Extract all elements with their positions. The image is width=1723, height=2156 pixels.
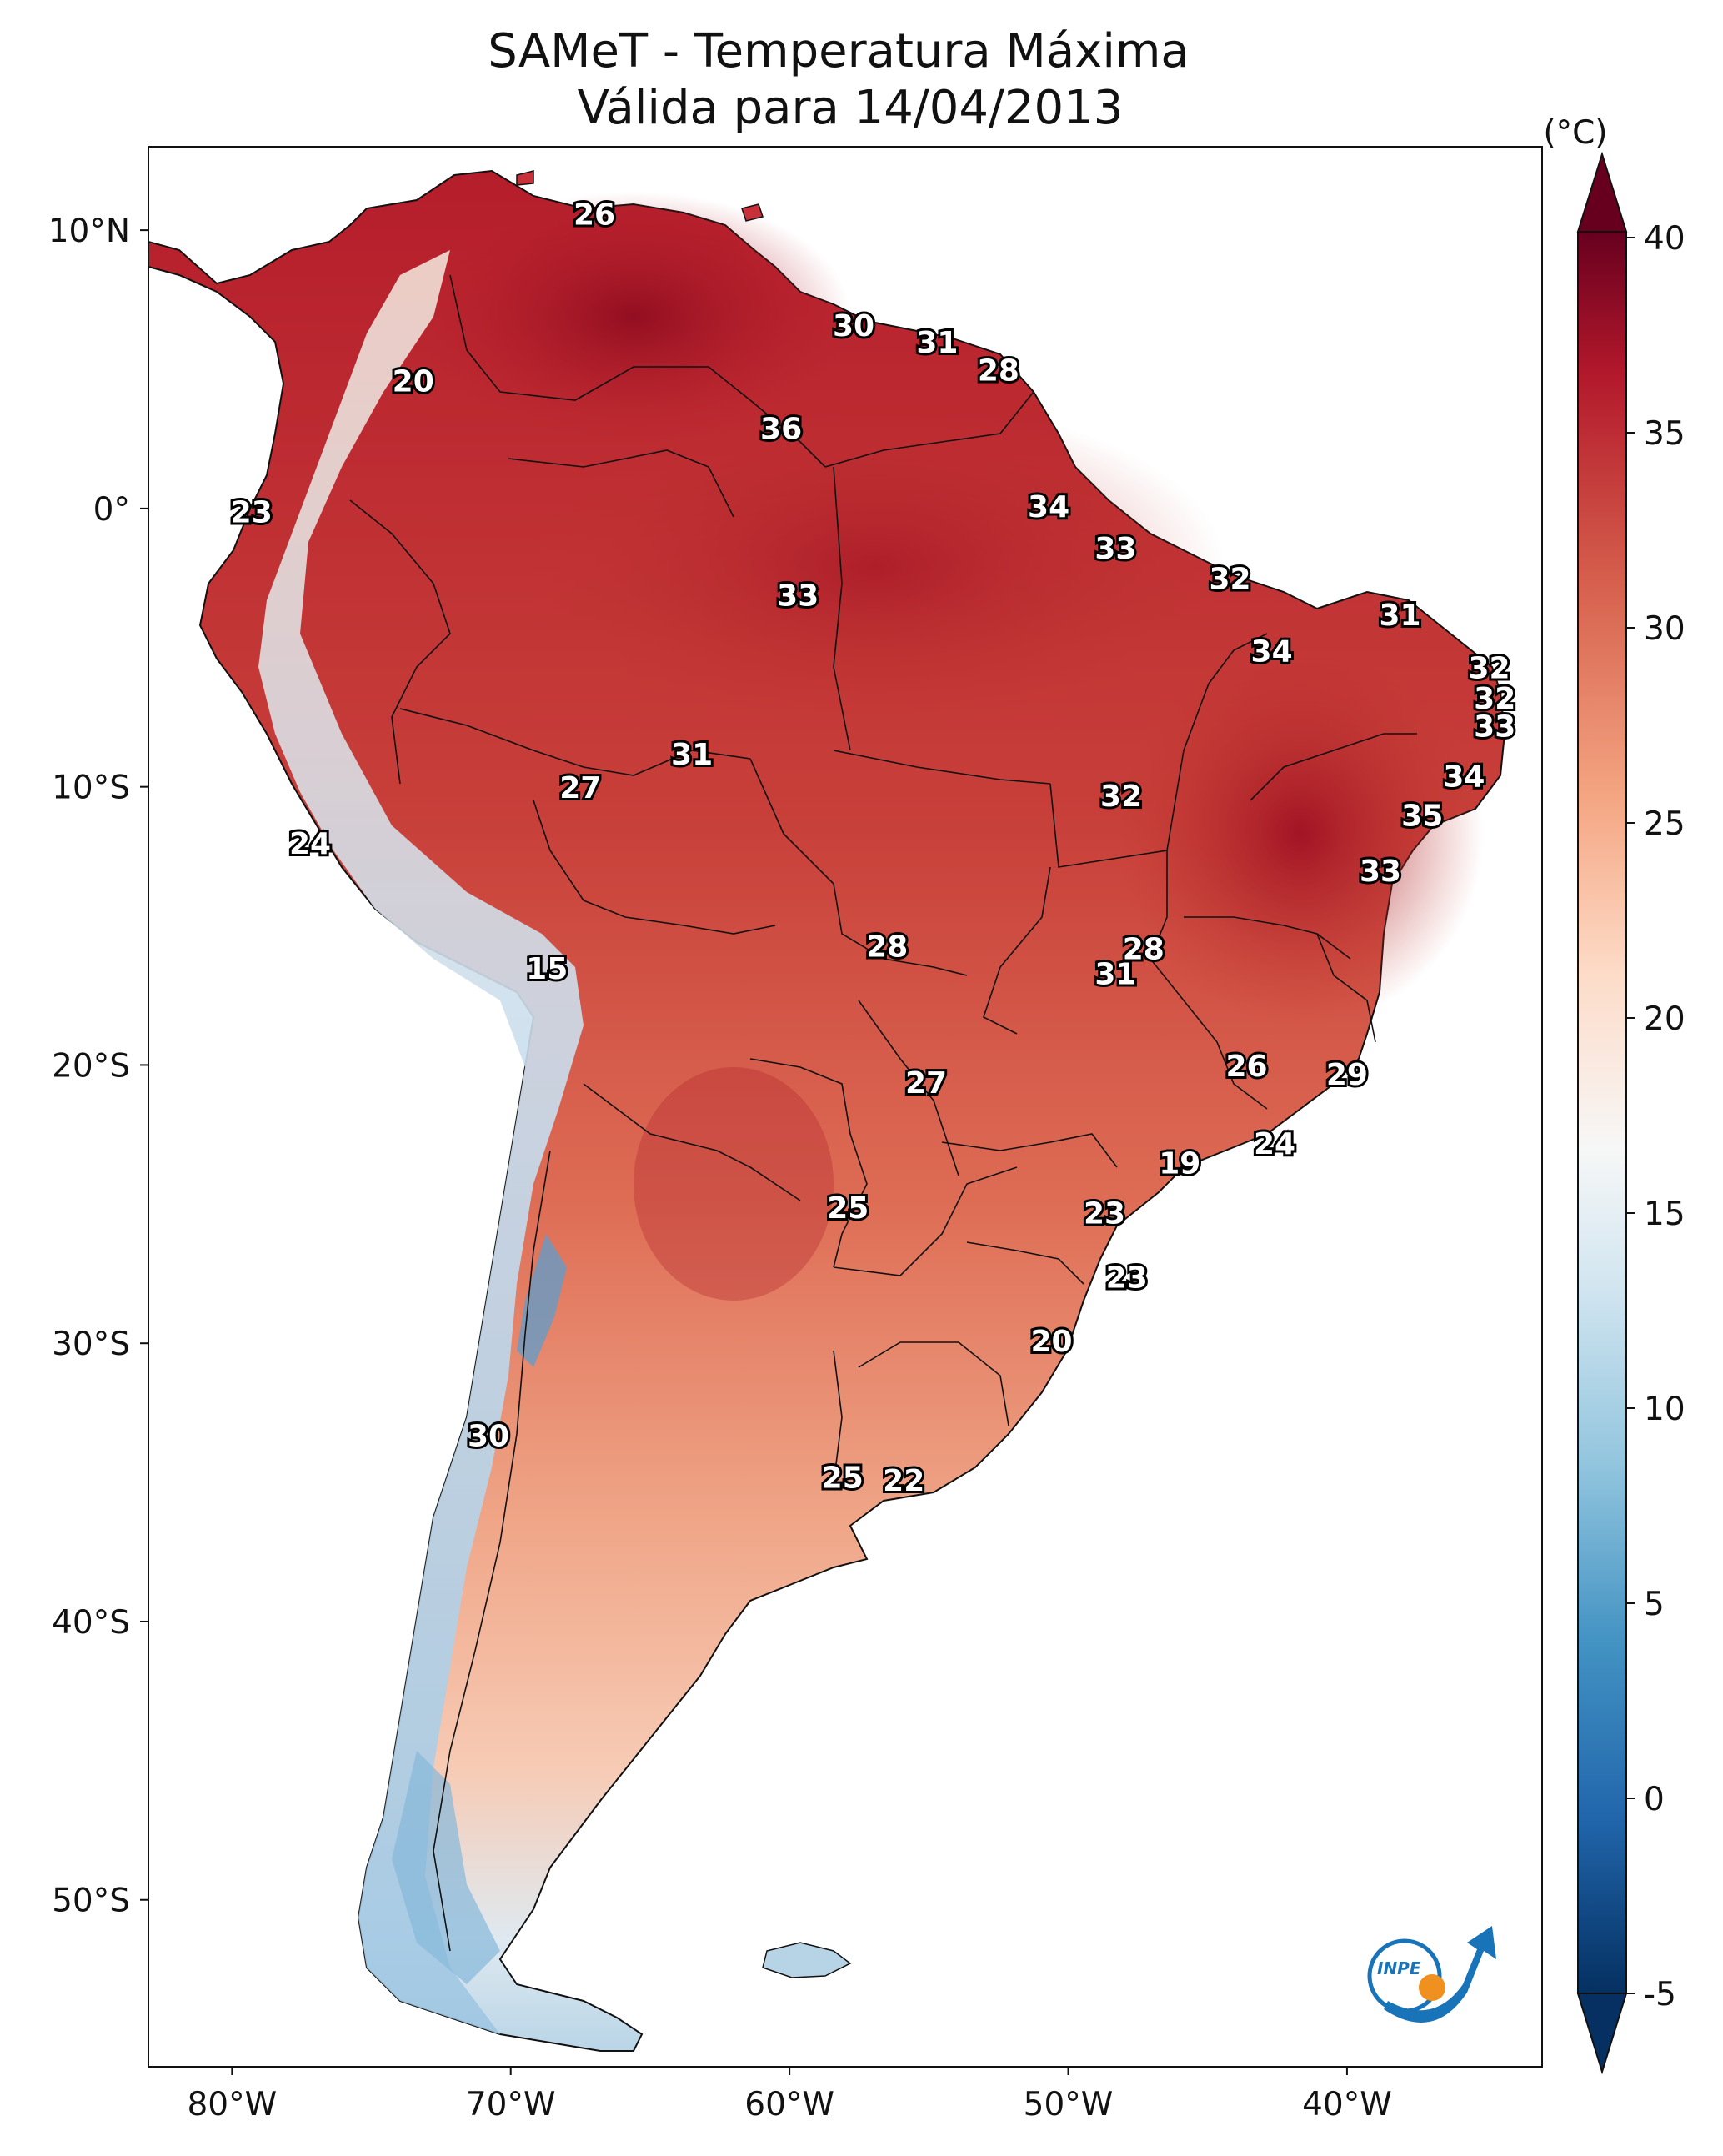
temperature-label: 28 (866, 930, 908, 964)
lat-tick-label: 10°N (48, 213, 130, 250)
hot-zone-chaco (634, 1067, 834, 1301)
map-frame (148, 146, 1543, 2068)
hot-zone-amazon (525, 400, 1225, 734)
inpe-logo: INPE (1367, 1926, 1496, 2023)
temperature-label: 31 (671, 738, 713, 772)
temperature-label: 33 (777, 579, 819, 614)
temperature-label: 33 (1474, 710, 1515, 745)
temperature-label: 32 (1468, 652, 1510, 686)
temperature-label: 24 (1254, 1127, 1295, 1161)
lat-tick-label: 40°S (52, 1604, 130, 1642)
lon-tick-label: 70°W (466, 2086, 556, 2123)
temperature-label: 25 (827, 1191, 869, 1226)
colorbar-tick-label: 5 (1644, 1586, 1665, 1623)
temperature-label: 32 (1209, 563, 1250, 597)
colorbar-tick-label: 20 (1644, 1000, 1685, 1038)
temperature-label: 26 (1225, 1050, 1267, 1084)
temperature-label: 28 (978, 353, 1019, 388)
temperature-label: 34 (1028, 490, 1069, 524)
colorbar-tick-label: 25 (1644, 805, 1685, 843)
colorbar: (°C) 40 35 30 25 20 15 10 5 0 -5 (1543, 114, 1685, 2075)
temperature-label: 34 (1443, 760, 1485, 795)
colorbar-tick-label: 30 (1644, 610, 1685, 648)
colorbar-tick-label: 40 (1644, 220, 1685, 258)
patagonia-cold (392, 1751, 500, 1984)
temperature-label: 30 (833, 309, 874, 343)
temperature-label: 25 (822, 1462, 864, 1496)
temperature-label: 23 (1084, 1197, 1125, 1231)
andes-cold-core (517, 1234, 567, 1367)
colorbar-lower-extension (1576, 1993, 1628, 2075)
temperature-label: 22 (883, 1464, 924, 1498)
hot-zone-venezuela (417, 192, 850, 442)
temperature-label: 31 (1379, 599, 1420, 633)
lat-tick-label: 30°S (52, 1326, 130, 1363)
colorbar-tick-label: 15 (1644, 1196, 1685, 1233)
temperature-label: 26 (573, 198, 615, 232)
temperature-label: 24 (289, 827, 331, 861)
lat-tick-label: 50°S (52, 1883, 130, 1920)
colorbar-unit: (°C) (1543, 114, 1607, 152)
lon-tick-label: 50°W (1024, 2086, 1114, 2123)
temperature-label: 34 (1251, 635, 1293, 669)
temperature-label: 28 (1123, 933, 1165, 967)
temperature-label: 33 (1094, 532, 1136, 566)
caribbean-islands (516, 170, 764, 222)
temperature-label: 15 (526, 952, 568, 986)
svg-text:INPE: INPE (1377, 1958, 1421, 1978)
lat-tick-label: 0° (93, 491, 130, 529)
temperature-label: 32 (1474, 682, 1515, 716)
temperature-label: 31 (916, 326, 958, 360)
colorbar-tick-label: -5 (1644, 1976, 1676, 2013)
longitude-axis: 80°W 70°W 60°W 50°W 40°W (187, 2067, 1392, 2123)
temperature-label: 36 (760, 412, 802, 446)
temperature-label: 33 (1360, 855, 1401, 889)
temperature-label: 32 (1100, 780, 1142, 814)
temperature-label: 20 (1030, 1325, 1072, 1359)
andes-cool-region (258, 250, 584, 2034)
temperature-label: 23 (231, 496, 273, 530)
temperature-label: 35 (1401, 799, 1443, 833)
temperature-label: 29 (1326, 1058, 1368, 1092)
temperature-label: 31 (1094, 958, 1136, 992)
falkland-islands (762, 1942, 852, 1978)
colorbar-tick-label: 0 (1644, 1781, 1665, 1818)
colorbar-upper-extension (1576, 151, 1628, 233)
colorbar-tick-label: 35 (1644, 415, 1685, 453)
temperature-label: 27 (905, 1066, 947, 1101)
lat-tick-label: 20°S (52, 1047, 130, 1085)
temperature-label: 27 (559, 771, 601, 805)
lat-tick-label: 10°S (52, 770, 130, 807)
colorbar-tick-label: 10 (1644, 1391, 1685, 1428)
lon-tick-label: 60°W (744, 2086, 834, 2123)
temperature-label: 23 (1106, 1261, 1148, 1295)
hot-zone-northeast (1117, 642, 1484, 1025)
map-plot-area: INPE (148, 147, 1542, 2067)
lon-tick-label: 40°W (1302, 2086, 1392, 2123)
temperature-label: 30 (468, 1420, 509, 1454)
latitude-axis: 10°N 0° 10°S 20°S 30°S 40°S 50°S (48, 213, 148, 1920)
colorbar-ticks: 40 35 30 25 20 15 10 5 0 -5 (1626, 220, 1685, 2013)
map-title-line2: Válida para 14/04/2013 (578, 81, 1124, 135)
lon-tick-label: 80°W (187, 2086, 277, 2123)
map-title-line1: SAMeT - Temperatura Máxima (488, 24, 1190, 78)
colorbar-gradient (1577, 231, 1627, 1994)
temperature-label: 19 (1159, 1147, 1200, 1181)
temperature-label: 20 (393, 365, 434, 399)
country-borders (349, 274, 1417, 1952)
